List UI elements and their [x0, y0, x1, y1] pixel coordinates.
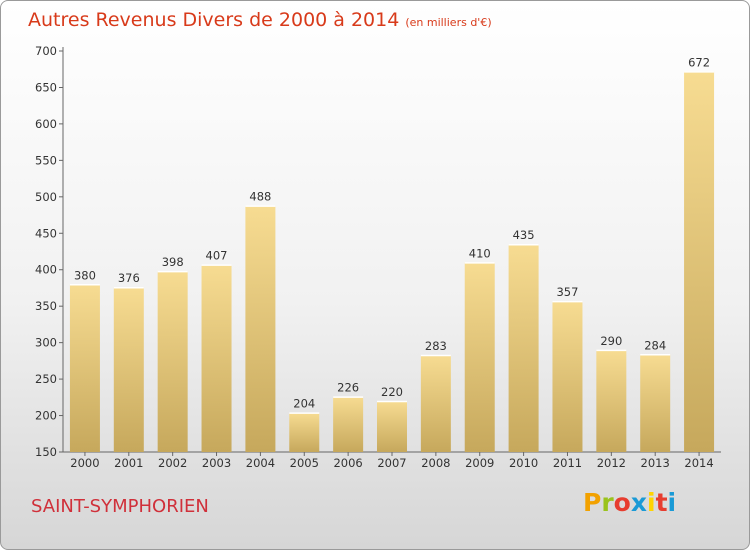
x-tick-label: 2003 [202, 456, 231, 470]
data-label: 672 [688, 55, 710, 69]
data-label: 284 [644, 338, 666, 352]
bar [508, 244, 539, 452]
y-tick-label: 400 [35, 263, 57, 277]
bar [420, 355, 451, 452]
data-label: 488 [249, 190, 271, 204]
chart-title: Autres Revenus Divers de 2000 à 2014 (en … [28, 9, 492, 31]
y-tick-label: 650 [35, 80, 57, 94]
chart-unit: (en milliers d'€) [405, 16, 492, 29]
x-tick-label: 2001 [114, 456, 143, 470]
x-tick-label: 2012 [597, 456, 626, 470]
data-label: 290 [600, 334, 622, 348]
x-tick-label: 2010 [509, 456, 538, 470]
logo-letter: i [647, 488, 656, 517]
logo-letter: r [601, 488, 614, 517]
bar [640, 354, 671, 452]
y-tick-label: 200 [35, 409, 57, 423]
y-tick-label: 250 [35, 372, 57, 386]
bar [157, 271, 188, 452]
labels: 380 2000 376 2001 398 2002 407 2003 488 2004 204 20… [70, 55, 713, 470]
x-tick-label: 2014 [684, 456, 713, 470]
data-label: 220 [381, 385, 403, 399]
bar [333, 396, 364, 452]
x-tick-label: 2002 [158, 456, 187, 470]
logo-letter: x [630, 488, 647, 517]
bar [377, 400, 407, 452]
x-tick-label: 2004 [246, 456, 275, 470]
proxiti-logo[interactable]: Proxiti [583, 488, 676, 517]
data-label: 435 [513, 228, 535, 242]
y-tick-label: 700 [35, 44, 57, 58]
y-tick-label: 600 [35, 117, 57, 131]
logo-letter: t [655, 488, 668, 517]
y-tick-label: 500 [35, 190, 57, 204]
y-tick-label: 350 [35, 299, 57, 313]
y-tick-label: 150 [35, 445, 57, 459]
x-tick-label: 2013 [641, 456, 670, 470]
bar [289, 412, 320, 452]
data-label: 226 [337, 381, 359, 395]
bar [596, 349, 627, 452]
logo-letter: o [613, 488, 631, 517]
data-label: 410 [469, 246, 491, 260]
x-tick-label: 2000 [70, 456, 99, 470]
chart-title-text: Autres Revenus Divers de 2000 à 2014 [28, 9, 400, 31]
data-label: 376 [118, 271, 140, 285]
bar [113, 287, 144, 452]
y-tick-label: 550 [35, 153, 57, 167]
logo-letter: P [583, 488, 602, 517]
bar [69, 284, 100, 452]
data-label: 407 [206, 249, 228, 263]
x-tick-label: 2007 [377, 456, 406, 470]
x-tick-label: 2009 [465, 456, 494, 470]
x-tick-label: 2008 [421, 456, 450, 470]
data-label: 357 [556, 285, 578, 299]
bar [684, 71, 715, 452]
x-tick-label: 2005 [290, 456, 319, 470]
bar [464, 262, 495, 452]
logo-letter: i [667, 488, 677, 517]
y-tick-label: 300 [35, 336, 57, 350]
place-name: SAINT-SYMPHORIEN [31, 496, 209, 517]
bar [201, 264, 232, 452]
bar [245, 205, 276, 452]
data-label: 380 [74, 268, 96, 282]
data-label: 204 [293, 397, 315, 411]
data-label: 398 [162, 255, 184, 269]
x-tick-label: 2011 [553, 456, 582, 470]
bar [552, 301, 583, 452]
y-tick-label: 450 [35, 226, 57, 240]
data-label: 283 [425, 339, 447, 353]
x-tick-label: 2006 [333, 456, 362, 470]
bars [69, 71, 715, 452]
